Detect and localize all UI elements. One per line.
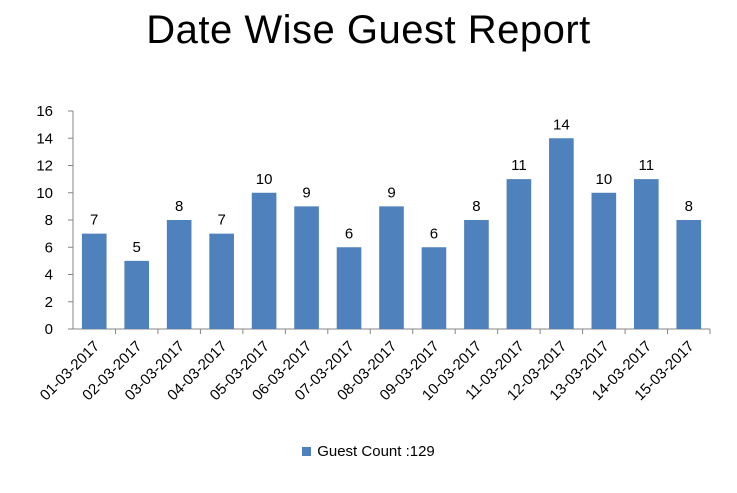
- bar: [549, 138, 574, 329]
- bar: [591, 192, 617, 329]
- data-label: 7: [217, 212, 225, 229]
- data-label: 6: [430, 225, 438, 242]
- y-tick-label: 4: [45, 267, 53, 284]
- data-label: 8: [472, 198, 480, 215]
- bar: [81, 233, 107, 329]
- bar: [506, 179, 532, 329]
- y-tick-label: 10: [36, 185, 53, 202]
- y-axis-ticks: 0 2 4 6 8 10 12 14 16: [36, 103, 73, 338]
- data-labels: 7 5 8 7 10 9 6 9 6 8 11 14 10 11 8: [90, 116, 693, 256]
- legend-swatch: [302, 447, 312, 456]
- x-axis-ticks: 01-03-201702-03-201703-03-201704-03-2017…: [37, 329, 711, 404]
- bar: [166, 220, 192, 329]
- data-label: 8: [175, 198, 183, 215]
- bar: [124, 260, 150, 329]
- legend: Guest Count :129: [0, 443, 737, 460]
- y-tick-label: 2: [45, 294, 53, 311]
- data-label: 10: [595, 171, 612, 188]
- data-label: 5: [133, 239, 141, 256]
- bars: [81, 138, 702, 329]
- bar: [336, 247, 362, 329]
- data-label: 8: [685, 198, 693, 215]
- bar: [421, 247, 447, 329]
- data-label: 11: [639, 157, 655, 174]
- chart-title: Date Wise Guest Report: [146, 8, 591, 52]
- y-tick-label: 12: [36, 158, 53, 175]
- bar: [294, 206, 319, 329]
- data-label: 9: [387, 184, 395, 201]
- y-tick-label: 16: [36, 103, 53, 120]
- data-label: 11: [511, 157, 527, 174]
- y-tick-label: 14: [36, 130, 53, 147]
- data-label: 9: [302, 184, 310, 201]
- y-tick-label: 6: [45, 239, 53, 256]
- bar: [676, 220, 702, 329]
- bar: [633, 179, 659, 329]
- data-label: 6: [345, 225, 353, 242]
- bar: [379, 206, 404, 329]
- bar: [464, 220, 489, 329]
- y-tick-label: 8: [45, 212, 53, 229]
- data-label: 14: [553, 116, 570, 133]
- legend-label: Guest Count :129: [317, 443, 435, 460]
- data-label: 7: [90, 212, 98, 229]
- bar: [251, 192, 277, 329]
- y-tick-label: 0: [45, 321, 53, 338]
- bar: [209, 233, 234, 329]
- data-label: 10: [256, 171, 273, 188]
